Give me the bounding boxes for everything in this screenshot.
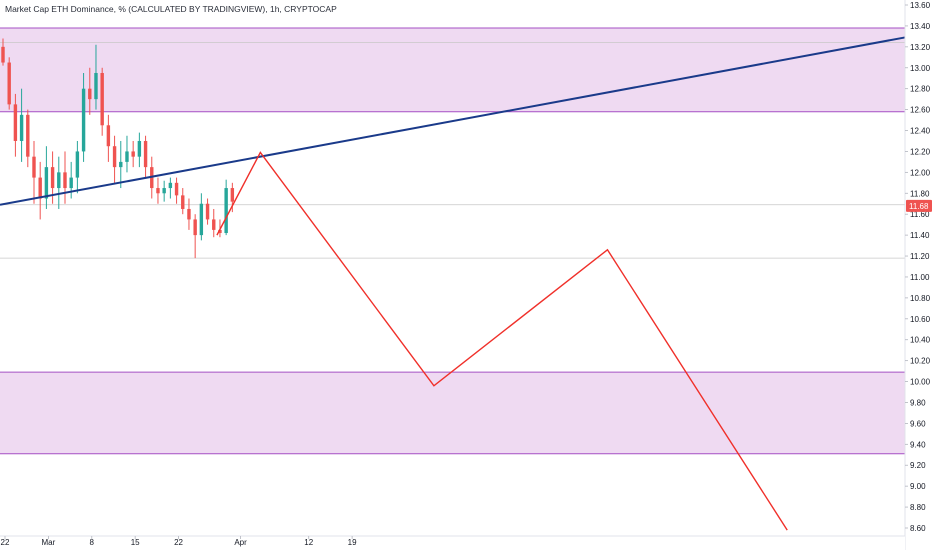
- y-tick-label-10: 10.60: [910, 315, 931, 324]
- projection-path[interactable]: [216, 151, 788, 531]
- y-tick-label-16: 11.80: [910, 189, 930, 198]
- x-tick-label-7: 19: [348, 538, 357, 547]
- candle-body-2: [13, 104, 18, 141]
- y-tick-label-12: 11.00: [910, 273, 930, 282]
- y-tick-label-13: 11.20: [910, 252, 930, 261]
- candle-body-9: [57, 172, 61, 189]
- chart-title: Market Cap ETH Dominance, % (CALCULATED …: [5, 4, 337, 14]
- candle-body-4: [26, 114, 30, 157]
- candle-body-36: [224, 188, 228, 234]
- current-price-label: 11.68: [909, 202, 929, 211]
- zone-rect-0[interactable]: [0, 28, 905, 112]
- y-tick-label-8: 10.20: [910, 357, 931, 366]
- candle-body-33: [205, 203, 210, 220]
- trendline[interactable]: [0, 36, 906, 206]
- candle-body-22: [137, 140, 142, 157]
- candle-body-8: [50, 167, 55, 189]
- y-tick-label-23: 13.20: [910, 43, 931, 52]
- x-tick-label-1: Mar: [41, 538, 55, 547]
- candle-body-11: [69, 177, 73, 189]
- candle-body-29: [181, 195, 185, 209]
- y-tick-label-6: 9.80: [910, 398, 926, 407]
- y-tick-label-0: 8.60: [910, 524, 926, 533]
- price-axis-panel[interactable]: [905, 0, 932, 550]
- candle-body-16: [100, 72, 104, 126]
- y-tick-label-15: 11.60: [910, 210, 930, 219]
- y-tick-label-19: 12.40: [910, 127, 931, 136]
- y-tick-label-5: 9.60: [910, 419, 926, 428]
- y-tick-label-2: 9.00: [910, 482, 926, 491]
- candle-body-21: [131, 151, 135, 157]
- y-tick-label-11: 10.80: [910, 294, 931, 303]
- candle-body-23: [143, 140, 148, 168]
- candle-body-7: [44, 167, 49, 199]
- candle-body-10: [63, 172, 67, 189]
- candle-body-3: [19, 114, 24, 141]
- y-tick-label-21: 12.80: [910, 85, 931, 94]
- candle-body-17: [106, 125, 111, 147]
- candle-body-28: [174, 182, 179, 196]
- x-tick-label-2: 8: [90, 538, 95, 547]
- candle-body-6: [38, 177, 42, 199]
- candle-body-19: [119, 161, 123, 168]
- candle-body-5: [32, 156, 36, 178]
- y-tick-label-7: 10.00: [910, 378, 931, 387]
- y-tick-label-4: 9.40: [910, 440, 926, 449]
- candle-body-31: [193, 219, 197, 236]
- candle-body-32: [199, 203, 204, 236]
- candle-body-35: [218, 229, 222, 234]
- y-tick-label-18: 12.20: [910, 147, 931, 156]
- y-tick-label-17: 12.00: [910, 168, 931, 177]
- y-tick-label-20: 12.60: [910, 106, 931, 115]
- time-axis-panel[interactable]: [0, 536, 905, 550]
- candle-body-18: [112, 146, 117, 168]
- candle-body-12: [75, 151, 80, 178]
- candle-body-14: [88, 88, 92, 100]
- candle-body-27: [168, 182, 173, 189]
- current-price-badge: [906, 199, 932, 212]
- candle-body-37: [230, 188, 235, 202]
- y-tick-label-9: 10.40: [910, 336, 931, 345]
- candle-body-0: [1, 46, 5, 63]
- x-tick-label-3: 15: [131, 538, 140, 547]
- x-tick-label-5: Apr: [234, 538, 247, 547]
- x-tick-label-6: 12: [304, 538, 313, 547]
- candle-body-20: [125, 151, 129, 162]
- y-tick-label-14: 11.40: [910, 231, 930, 240]
- y-tick-label-25: 13.60: [910, 1, 931, 10]
- x-tick-label-0: 22: [1, 538, 10, 547]
- candle-body-30: [187, 208, 191, 220]
- y-tick-label-3: 9.20: [910, 461, 926, 470]
- candle-body-15: [94, 72, 98, 100]
- candle-body-34: [212, 219, 216, 230]
- x-tick-label-4: 22: [174, 538, 183, 547]
- y-tick-label-24: 13.40: [910, 22, 931, 31]
- candle-body-25: [156, 188, 160, 194]
- candle-body-1: [7, 62, 11, 105]
- y-tick-label-1: 8.80: [910, 503, 926, 512]
- candle-body-13: [81, 88, 86, 152]
- zone-rect-1[interactable]: [0, 372, 905, 454]
- candle-body-26: [162, 188, 166, 194]
- y-tick-label-22: 13.00: [910, 64, 931, 73]
